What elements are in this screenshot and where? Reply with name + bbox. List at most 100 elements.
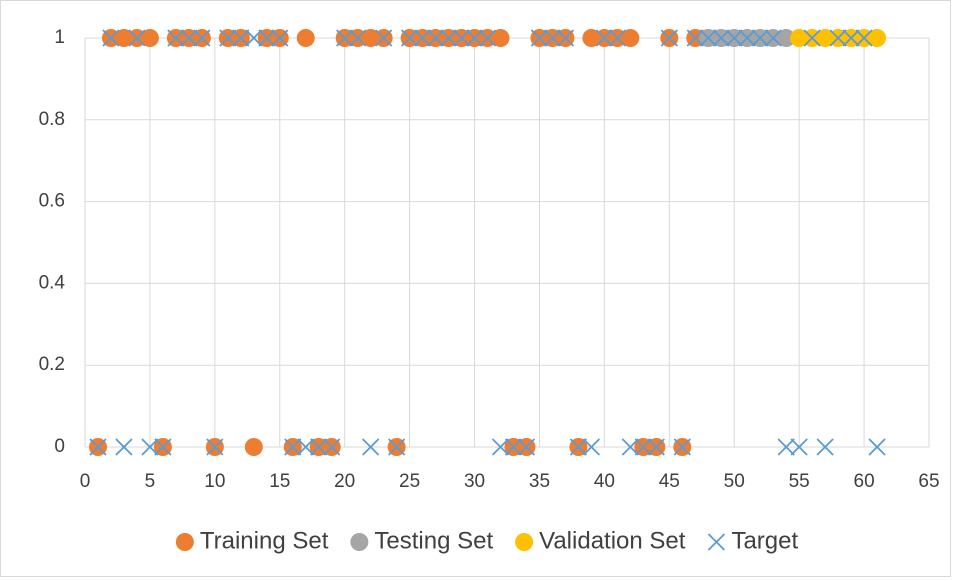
point [790,29,809,47]
x-tick-label: 40 [594,471,615,492]
x-tick-label: 65 [918,471,939,492]
cross-marker [167,29,185,47]
cross-marker [803,29,821,47]
x-tick-label: 15 [269,471,290,492]
legend-label: Training Set [200,527,329,554]
grid: 00.20.40.60.810 5 10 15 20 25 30 35 40 45 50 55 60 65 [39,27,940,492]
x-tick-label: 20 [334,471,355,492]
cross-marker [271,29,289,47]
legend: Training Set Testing Set Validation Set Tar… [175,527,798,554]
cross-marker [517,438,536,456]
legend-item: Testing Set [350,527,493,554]
cross-marker [452,29,471,47]
x-tick-label: 0 [80,471,91,492]
cross-marker [829,29,847,47]
cross-marker [504,438,523,456]
cross-marker [634,438,652,456]
cross-marker [621,438,639,456]
cross-marker [284,438,302,456]
cross-marker [725,29,743,47]
cross-marker [206,438,224,456]
point [582,29,601,47]
cross-marker [790,438,808,456]
cross-marker [336,29,354,47]
y-tick-label: 0.2 [39,354,65,375]
point [114,29,133,47]
cross-marker [764,29,782,47]
cross-marker [349,29,367,47]
cross-marker [712,29,730,47]
legend-label: Validation Set [539,527,686,554]
cross-marker [245,29,263,47]
cross-marker [128,29,146,47]
x-tick-label: 55 [789,471,810,492]
cross-marker [426,29,445,47]
legend-item: Validation Set [515,527,686,554]
point [140,29,159,47]
cross-marker [102,29,120,47]
x-tick-label: 30 [464,471,485,492]
point [515,533,534,551]
cross-marker [647,438,665,456]
cross-marker [387,438,406,456]
point [350,533,369,551]
cross-marker [595,29,614,47]
x-tick-label: 25 [399,471,420,492]
y-tick-label: 0 [54,436,65,457]
cross-marker [751,29,769,47]
cross-marker [707,533,726,551]
cross-marker [115,438,133,456]
cross-marker [323,438,341,456]
point [175,533,194,551]
cross-marker [842,29,860,47]
cross-marker [543,29,562,47]
y-tick-label: 0.6 [39,191,65,212]
point [816,29,835,47]
y-tick-label: 0.8 [39,109,65,130]
point [361,29,380,47]
y-tick-label: 1 [54,27,65,48]
point [244,438,263,456]
cross-marker [400,29,419,47]
cross-marker [478,29,497,47]
cross-marker [375,29,393,47]
cross-marker [699,29,717,47]
cross-marker [738,29,756,47]
cross-marker [232,29,250,47]
x-tick-label: 60 [854,471,875,492]
cross-marker [465,29,484,47]
legend-item: Target [707,527,798,554]
point [868,29,887,47]
cross-marker [193,29,211,47]
cross-marker [180,29,198,47]
point [777,29,796,47]
cross-marker [582,438,601,456]
cross-marker [686,29,704,47]
cross-marker [660,29,678,47]
plot [88,29,887,456]
cross-marker [141,438,159,456]
cross-marker [413,29,432,47]
cross-marker [297,438,315,456]
cross-marker [439,29,458,47]
cross-marker [491,438,510,456]
x-tick-label: 10 [204,471,225,492]
y-tick-label: 0.4 [39,272,66,293]
x-tick-label: 35 [529,471,550,492]
cross-marker [608,29,627,47]
cross-marker [89,438,107,456]
cross-marker [868,438,886,456]
cross-marker [310,438,328,456]
point [621,29,640,47]
cross-marker [816,438,834,456]
cross-marker [362,438,380,456]
cross-marker [258,29,276,47]
cross-marker [569,438,588,456]
cross-marker [673,438,691,456]
cross-marker [530,29,549,47]
point [296,29,315,47]
x-tick-label: 45 [659,471,680,492]
legend-item: Training Set [175,527,329,554]
